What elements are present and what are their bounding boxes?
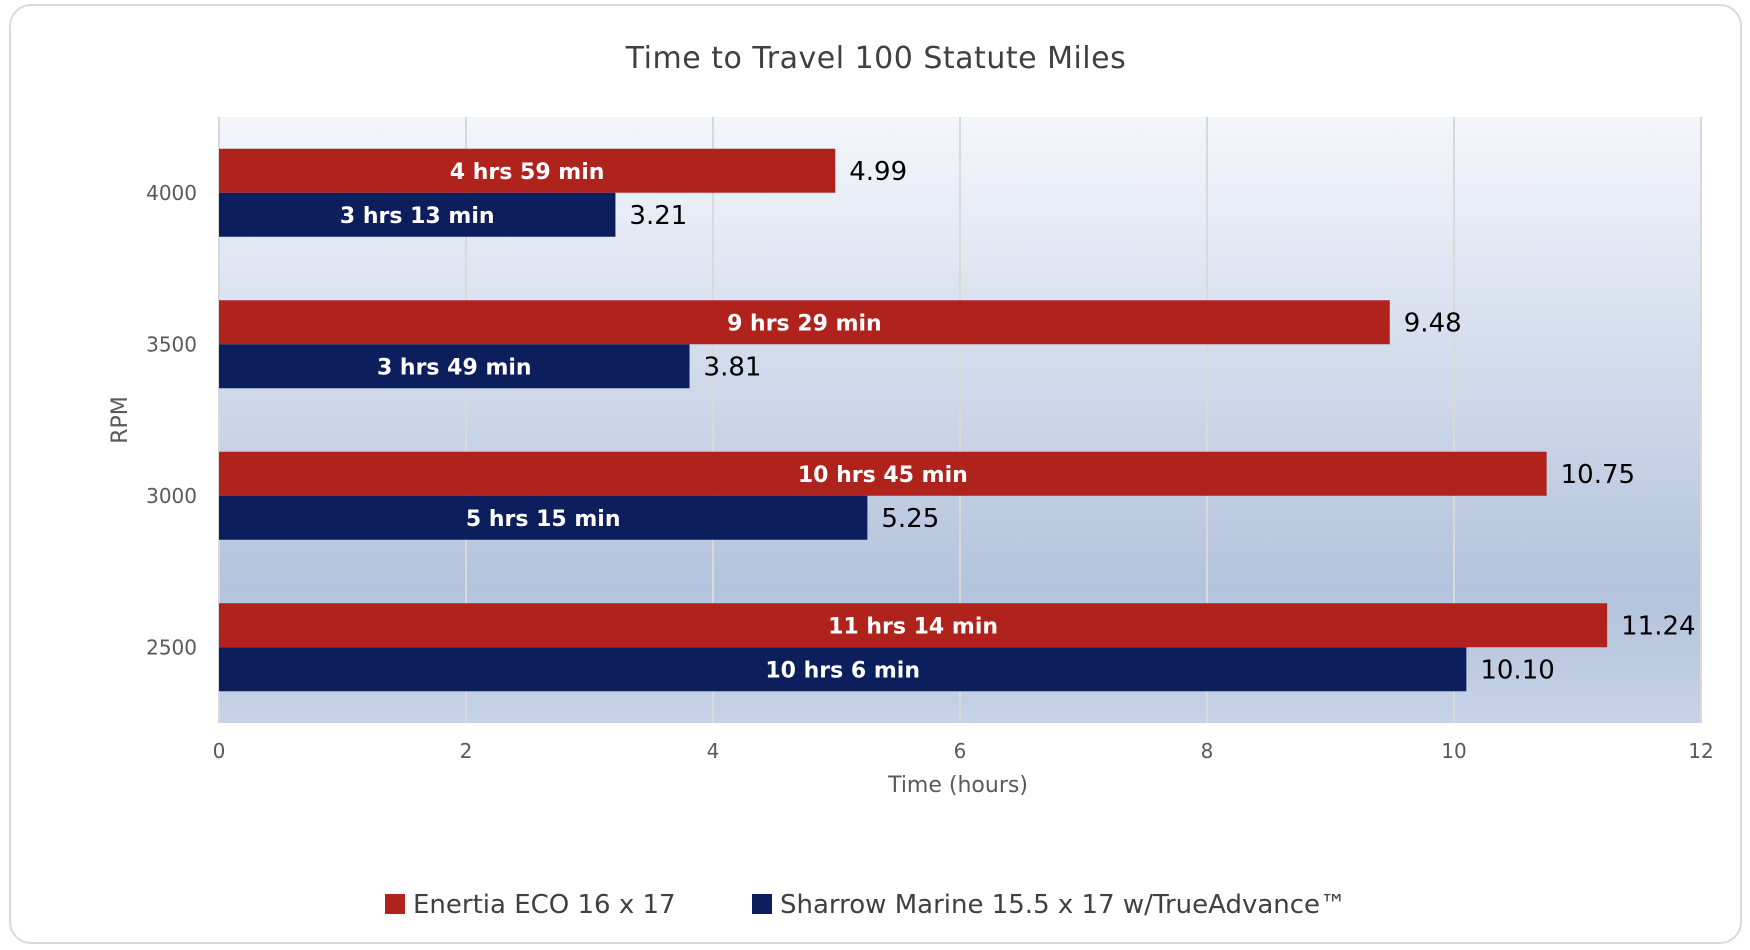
legend-label-sharrow: Sharrow Marine 15.5 x 17 w/TrueAdvance™ — [780, 890, 1346, 920]
bar-enertia-3000 — [219, 451, 1547, 496]
bar-enertia-4000 — [219, 148, 836, 193]
bar-sharrow-4000 — [219, 192, 616, 237]
bars: 4 hrs 59 min 4.99 3 hrs 13 min 3.21 9 hrs 29… — [219, 148, 1696, 692]
x-tick-label: 2 — [460, 739, 473, 763]
bar-enertia-3500 — [219, 300, 1390, 345]
bar-enertia-2500 — [219, 603, 1608, 648]
x-tick-label: 10 — [1441, 739, 1466, 763]
bar-inner-label: 4 hrs 59 min — [450, 160, 605, 185]
x-tick-label: 4 — [707, 739, 720, 763]
x-axis-title: Time (hours) — [887, 773, 1028, 798]
bar-value-label: 10.75 — [1561, 460, 1635, 490]
bar-inner-label: 9 hrs 29 min — [727, 311, 882, 336]
y-tick-label: 2500 — [146, 635, 197, 659]
x-tick-label: 0 — [213, 739, 226, 763]
legend-swatch-sharrow — [752, 894, 772, 914]
x-tick-label: 12 — [1688, 739, 1713, 763]
bar-sharrow-2500 — [219, 647, 1467, 692]
bar-value-label: 10.10 — [1480, 655, 1554, 685]
bar-inner-label: 10 hrs 6 min — [765, 658, 920, 683]
bar-value-label: 9.48 — [1404, 308, 1462, 338]
y-axis-title: RPM — [108, 396, 133, 444]
bar-inner-label: 3 hrs 49 min — [377, 355, 532, 380]
y-axis-ticks: 4000 3500 3000 2500 — [146, 181, 197, 660]
y-tick-label: 3000 — [146, 484, 197, 508]
x-tick-label: 6 — [954, 739, 967, 763]
bar-inner-label: 5 hrs 15 min — [466, 507, 621, 532]
bar-sharrow-3000 — [219, 495, 868, 540]
x-axis-ticks: 0 2 4 6 8 10 12 — [213, 739, 1714, 763]
bar-value-label: 3.81 — [704, 352, 762, 382]
bar-inner-label: 11 hrs 14 min — [828, 614, 998, 639]
y-tick-label: 3500 — [146, 332, 197, 356]
bar-value-label: 3.21 — [629, 201, 687, 231]
legend: Enertia ECO 16 x 17 Sharrow Marine 15.5 … — [385, 890, 1346, 920]
chart-title: Time to Travel 100 Statute Miles — [625, 41, 1126, 76]
legend-label-enertia: Enertia ECO 16 x 17 — [413, 890, 676, 920]
y-tick-label: 4000 — [146, 181, 197, 205]
bar-value-label: 5.25 — [881, 504, 939, 534]
legend-swatch-enertia — [385, 894, 405, 914]
bar-sharrow-3500 — [219, 344, 690, 389]
bar-inner-label: 10 hrs 45 min — [798, 463, 968, 488]
x-tick-label: 8 — [1201, 739, 1214, 763]
bar-value-label: 4.99 — [849, 157, 907, 187]
bar-value-label: 11.24 — [1621, 611, 1695, 641]
bar-inner-label: 3 hrs 13 min — [340, 204, 495, 229]
